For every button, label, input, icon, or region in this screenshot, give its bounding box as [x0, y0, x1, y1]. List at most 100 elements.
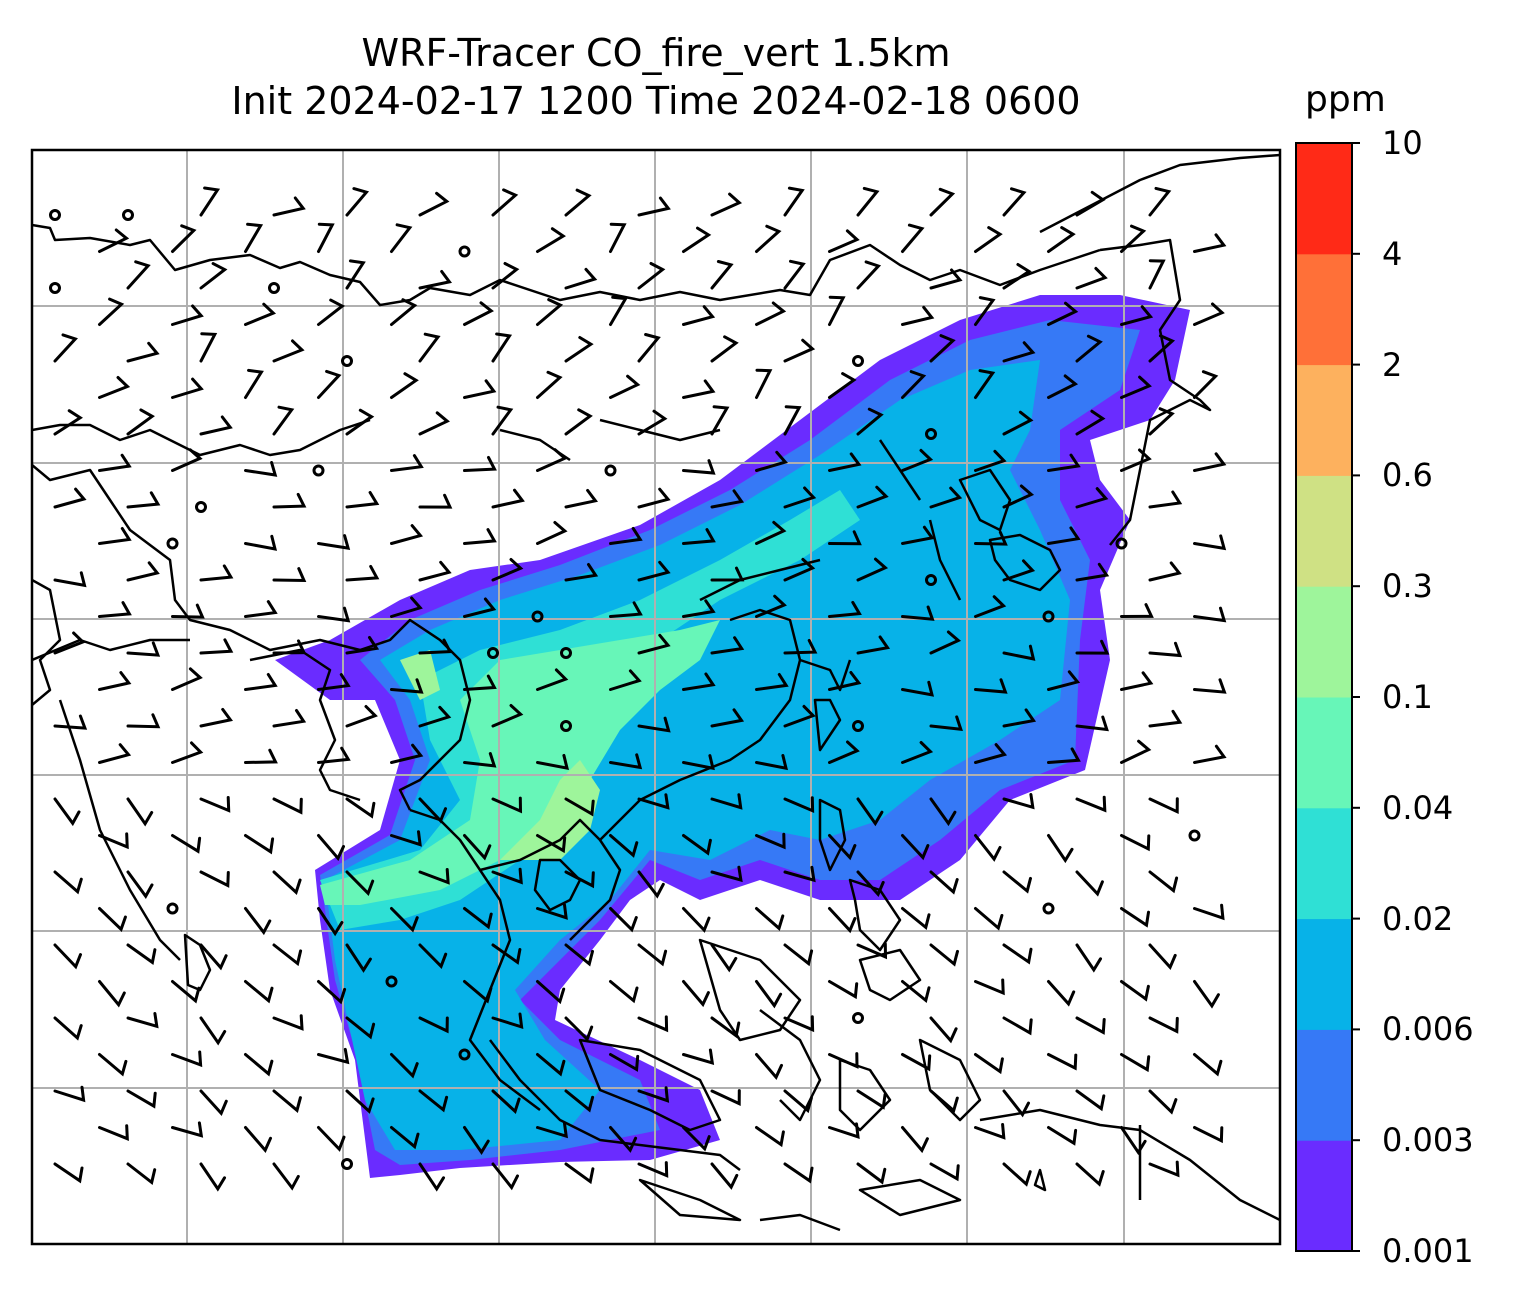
wind-barb [1193, 606, 1227, 623]
wind-barb [317, 980, 347, 1005]
wind-barb [171, 603, 205, 619]
wind-barb [1148, 1089, 1178, 1115]
plume-0006 [325, 360, 1070, 1150]
wind-barb [126, 943, 157, 965]
colorbar-tick-label: 0.001 [1382, 1232, 1474, 1270]
wind-barb [637, 196, 671, 217]
colorbar-segment [1296, 586, 1352, 698]
wind-barb [390, 524, 424, 545]
wind-barb [856, 797, 884, 827]
wind-barb [564, 188, 592, 217]
wind-barb [244, 222, 264, 253]
wind-barb [1075, 1016, 1106, 1035]
wind-barb [491, 262, 520, 290]
wind-barb [1193, 1126, 1224, 1144]
wind-barb [974, 530, 1008, 546]
calm-wind-marker [604, 464, 617, 477]
wind-barb [637, 633, 671, 655]
calm-wind-marker [531, 610, 544, 623]
wind-barb [929, 334, 956, 363]
wind-barb [126, 713, 161, 729]
wind-barb [783, 1162, 814, 1184]
wind-barb [1148, 259, 1166, 290]
wind-barb [710, 335, 739, 363]
colorbar-segment [1296, 1029, 1352, 1141]
wind-barb [1002, 341, 1036, 363]
wind-barb [53, 631, 86, 655]
wind-barb [1075, 639, 1110, 655]
wind-barb [199, 186, 221, 217]
wind-barb [390, 830, 422, 847]
wind-barb [53, 333, 78, 363]
wind-barb [199, 332, 218, 363]
wind-barb [609, 374, 641, 399]
wind-barb [710, 192, 743, 217]
colorbar-segment [1296, 697, 1352, 809]
wind-barb [53, 714, 88, 730]
wind-barb [1075, 795, 1107, 813]
calm-wind-marker [166, 902, 179, 915]
wind-barb [901, 1053, 932, 1072]
wind-barb [98, 671, 132, 691]
colorbar-segment [1296, 918, 1352, 1030]
wind-barb [609, 980, 639, 1004]
wind-barb [345, 870, 375, 897]
wind-barb [272, 1014, 304, 1031]
wind-barb [272, 339, 305, 363]
wind-barb [272, 196, 306, 217]
wind-barb [418, 705, 452, 728]
wind-barb [1047, 1053, 1078, 1071]
calm-wind-marker [925, 428, 937, 440]
wind-barb [272, 639, 307, 655]
wind-barb [682, 672, 716, 691]
colorbar-tick-label: 0.1 [1382, 678, 1433, 716]
wind-barb [1002, 708, 1037, 728]
wind-barb [171, 448, 203, 472]
wind-barb [1047, 747, 1081, 764]
wind-barb [974, 1123, 1006, 1140]
wind-barb [609, 1126, 638, 1153]
wind-barb [491, 943, 522, 965]
wind-barb [755, 520, 787, 545]
calm-wind-marker [341, 1158, 353, 1170]
wind-barb [418, 270, 453, 290]
wind-barb [1002, 943, 1033, 965]
wind-barb [345, 187, 370, 217]
wind-barb [536, 521, 568, 545]
calm-wind-marker [166, 537, 179, 550]
wind-barb [901, 834, 930, 861]
colorbar-tick-label: 0.6 [1382, 456, 1433, 495]
wind-barb [755, 754, 789, 771]
wind-barb [463, 379, 497, 399]
wind-barb [828, 295, 846, 326]
wind-barb [637, 870, 665, 899]
wind-barb [418, 191, 450, 217]
wind-barb [755, 301, 787, 326]
wind-barb [244, 461, 278, 477]
colorbar-tick-label: 10 [1382, 124, 1423, 162]
wind-barb [1193, 980, 1220, 1009]
wind-barb [463, 674, 497, 691]
wind-barb [682, 459, 716, 475]
wind-barb [682, 379, 716, 399]
wind-barb [418, 1016, 449, 1034]
wind-barb [1120, 375, 1152, 399]
calm-wind-marker [268, 282, 280, 294]
wind-barb [491, 704, 524, 728]
wind-barb [536, 668, 569, 691]
wind-barb [1148, 407, 1175, 436]
wind-barb [783, 405, 802, 436]
calm-wind-marker [312, 464, 325, 477]
wind-barb [929, 1016, 958, 1044]
wind-barb [98, 228, 130, 253]
wind-barb [345, 797, 376, 819]
wind-barb [856, 260, 882, 290]
wind-barb [244, 1053, 274, 1077]
wind-barb [1148, 943, 1177, 971]
wind-barb [390, 907, 419, 933]
calm-wind-marker [49, 209, 61, 221]
calm-wind-marker [49, 282, 61, 294]
wind-barb [317, 907, 344, 937]
wind-barb [710, 489, 745, 509]
wind-barb [98, 980, 126, 1008]
